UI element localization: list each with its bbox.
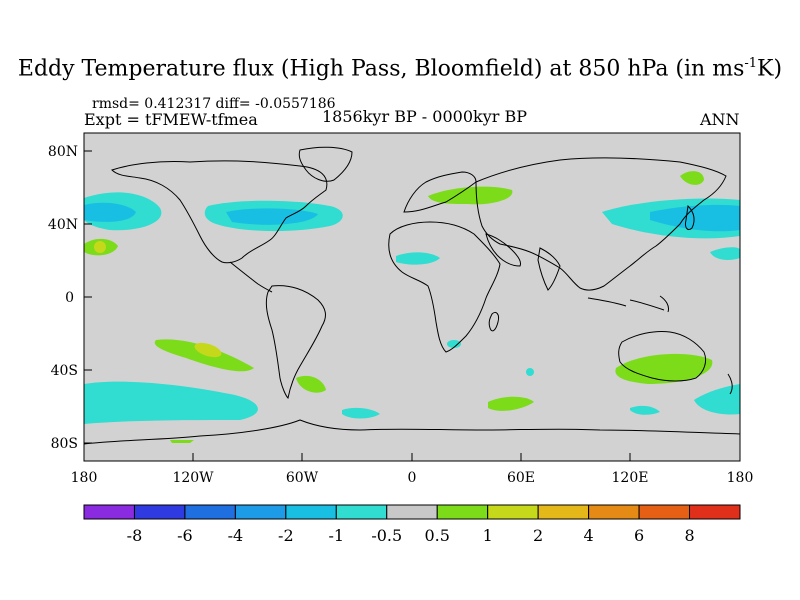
antarctic-coast-positive xyxy=(170,440,194,443)
lon-label-60e: 60E xyxy=(507,470,535,486)
east-asia-anomaly xyxy=(680,171,704,185)
south-america-coast xyxy=(265,285,326,400)
madagascar-coast xyxy=(488,311,499,332)
colorbar-tick-label: 0.5 xyxy=(425,526,450,545)
japan-coast xyxy=(685,204,695,231)
colorbar-tick-label: -8 xyxy=(127,526,143,545)
south-africa-anomaly xyxy=(447,340,461,348)
greenland-coast xyxy=(298,146,353,182)
lon-label-180w: 180 xyxy=(71,470,98,486)
colorbar-tick-label: -4 xyxy=(228,526,244,545)
colorbar-box xyxy=(335,504,388,520)
lon-label-180e: 180 xyxy=(727,470,754,486)
antarctica-coast xyxy=(84,419,740,445)
india-coast xyxy=(537,247,561,291)
south-atlantic-anomaly xyxy=(296,375,326,393)
indian-ocean-anomaly xyxy=(526,368,534,376)
north-america-coast xyxy=(111,160,328,264)
southern-ocean-far-east-anomaly xyxy=(694,384,740,415)
lat-label-40n: 40N xyxy=(48,217,78,233)
new-zealand-coast xyxy=(727,373,733,395)
colorbar-box xyxy=(487,504,539,520)
south-pacific-anomaly xyxy=(154,339,254,372)
africa-coast xyxy=(388,221,501,353)
colorbar-tick-label: 4 xyxy=(584,526,594,545)
lon-label-60w: 60W xyxy=(286,470,319,486)
europe-coast xyxy=(403,171,477,213)
north-atlantic-core xyxy=(226,208,318,225)
colorbar-tick-label: 1 xyxy=(483,526,493,545)
southern-ocean-mid-anomaly xyxy=(342,407,380,419)
colorbar-tick-label: 6 xyxy=(634,526,644,545)
central-america-coast xyxy=(229,261,273,293)
colorbar-tick-label: 8 xyxy=(684,526,694,545)
plot-title: Eddy Temperature flux (High Pass, Bloomf… xyxy=(17,56,783,82)
experiment-label: Expt = tFMEW-tfmea xyxy=(84,110,258,129)
colorbar-tick-label: 2 xyxy=(533,526,543,545)
north-pacific-west-core xyxy=(84,202,136,222)
lat-label-40s: 40S xyxy=(51,363,78,379)
north-pacific-east-positive xyxy=(710,247,740,260)
axis-ticks xyxy=(83,150,741,461)
colorbar-box xyxy=(588,504,640,520)
colorbar: -8 -6 -4 -2 -1 -0.5 0.5 1 2 4 6 8 xyxy=(83,504,741,545)
indonesia-coast xyxy=(587,295,669,313)
colorbar-box xyxy=(386,504,438,520)
arabia-coast xyxy=(485,233,521,267)
southern-ocean-mid-positive xyxy=(488,396,534,411)
sahara-anomaly xyxy=(396,252,440,265)
lat-label-0: 0 xyxy=(65,290,74,306)
colorbar-box xyxy=(184,504,236,520)
colorbar-tick-label: -0.5 xyxy=(371,526,402,545)
north-pacific-east-core xyxy=(650,204,740,232)
colorbar-box xyxy=(537,504,590,520)
colorbar-box xyxy=(285,504,337,520)
lon-label-120e: 120E xyxy=(612,470,649,486)
coastlines xyxy=(84,146,740,445)
colorbar-box xyxy=(689,504,741,520)
lat-label-80n: 80N xyxy=(48,144,78,160)
north-pacific-west-positive-core xyxy=(94,241,106,253)
colorbar-box xyxy=(638,504,691,520)
lon-label-0: 0 xyxy=(408,470,417,486)
period-label: 1856kyr BP - 0000kyr BP xyxy=(322,107,527,126)
lon-label-120w: 120W xyxy=(172,470,214,486)
season-label: ANN xyxy=(700,110,740,129)
australia-coast xyxy=(618,331,707,382)
colorbar-box xyxy=(83,504,135,520)
lat-label-80s: 80S xyxy=(51,436,78,452)
southern-ocean-west-anomaly xyxy=(84,381,258,424)
asia-coast xyxy=(475,157,727,291)
south-pacific-positive-core xyxy=(194,342,222,358)
colorbar-tick-label: -6 xyxy=(177,526,193,545)
colorbar-box xyxy=(133,504,186,520)
australia-anomaly xyxy=(615,353,713,384)
colorbar-tick-label: -1 xyxy=(329,526,345,545)
colorbar-tick-label: -2 xyxy=(278,526,294,545)
colorbar-box xyxy=(234,504,287,520)
colorbar-box xyxy=(436,504,489,520)
southern-ocean-east-anomaly xyxy=(630,405,660,415)
rmsd-diff-stats: rmsd= 0.412317 diff= -0.0557186 xyxy=(92,96,336,112)
